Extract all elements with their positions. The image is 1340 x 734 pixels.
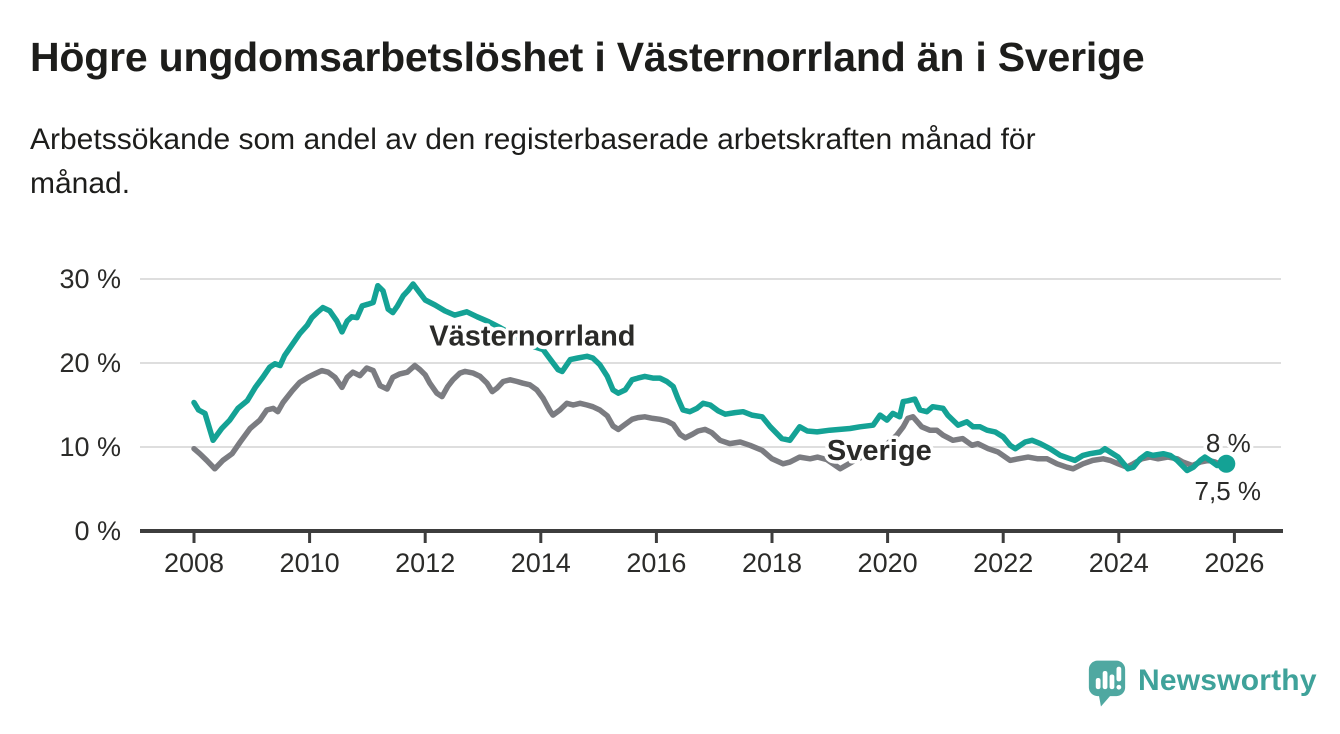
x-axis-label: 2012	[395, 548, 455, 578]
end-value-label: 8 %	[1206, 428, 1251, 458]
chart-title: Högre ungdomsarbetslöshet i Västernorrla…	[30, 34, 1145, 80]
x-axis-label: 2014	[511, 548, 571, 578]
newsworthy-logo: Newsworthy	[1088, 659, 1317, 709]
series-line-sverige	[191, 362, 1233, 472]
y-axis-label: 20 %	[59, 348, 121, 378]
x-axis-label: 2020	[858, 548, 918, 578]
y-axis-label: 0 %	[74, 516, 121, 546]
newsworthy-wordmark: Newsworthy	[1138, 664, 1317, 697]
series-label-vsternorrland: Västernorrland	[429, 320, 635, 352]
series-line-vsternorrland	[191, 281, 1230, 474]
x-axis-label: 2010	[280, 548, 340, 578]
x-axis-label: 2008	[164, 548, 224, 578]
x-axis-label: 2026	[1204, 548, 1264, 578]
newsworthy-icon	[1088, 660, 1126, 707]
x-axis-label: 2022	[973, 548, 1033, 578]
y-axis-label: 30 %	[59, 264, 121, 294]
x-axis-label: 2024	[1089, 548, 1149, 578]
series-label-sverige: Sverige	[827, 435, 932, 467]
x-axis-label: 2016	[626, 548, 686, 578]
series-end-dot	[1217, 454, 1236, 473]
y-axis-label: 10 %	[59, 432, 121, 462]
end-value-label: 7,5 %	[1195, 476, 1262, 506]
chart-subtitle-line2: månad.	[30, 167, 131, 200]
chart-subtitle-line1: Arbetssökande som andel av den registerb…	[30, 123, 1036, 156]
x-axis-label: 2018	[742, 548, 802, 578]
chart-subtitle: Arbetssökande som andel av den registerb…	[30, 118, 1036, 206]
